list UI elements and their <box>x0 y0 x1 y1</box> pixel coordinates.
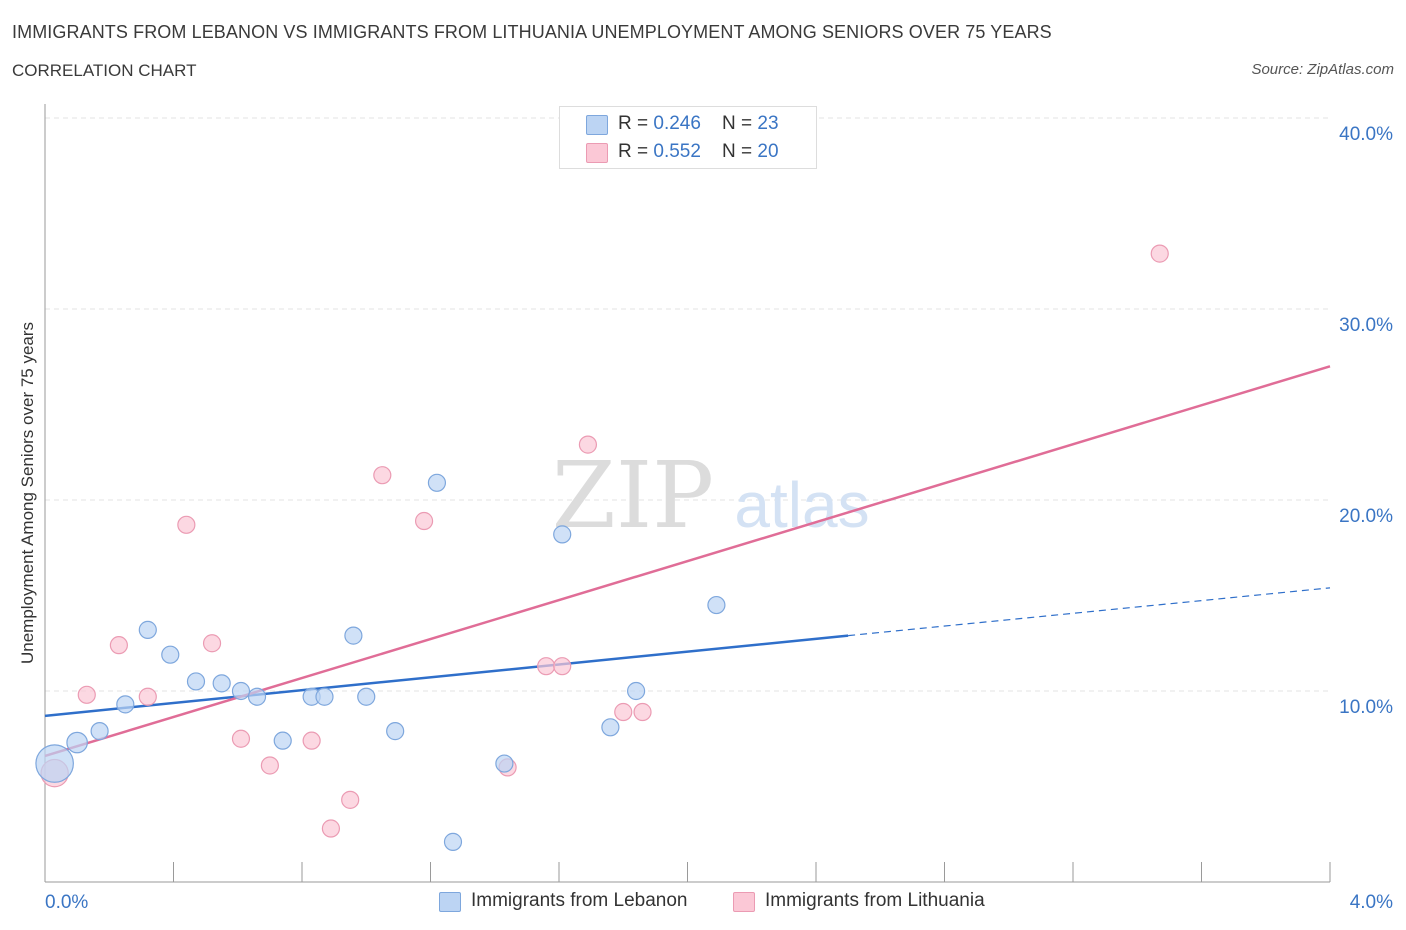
watermark-zip: ZIP <box>552 442 714 549</box>
y-tick-label: 40.0% <box>1339 124 1393 145</box>
point-lebanon <box>161 645 180 664</box>
y-tick-label: 20.0% <box>1339 506 1393 527</box>
point-lithuania <box>414 511 434 531</box>
trend-line-lebanon <box>44 634 849 718</box>
x-tick-label: 0.0% <box>45 892 88 913</box>
point-lebanon <box>495 754 514 773</box>
point-lebanon <box>247 687 267 706</box>
point-lebanon <box>357 687 376 706</box>
chart-subtitle: CORRELATION CHART <box>12 61 197 80</box>
point-lebanon <box>212 674 231 693</box>
legend-r-label: R = <box>618 113 654 134</box>
point-lithuania <box>373 466 392 485</box>
point-lebanon <box>707 595 726 615</box>
point-lithuania <box>614 702 633 722</box>
point-lithuania <box>537 657 556 676</box>
legend-n-label: N = <box>722 141 758 162</box>
point-lebanon <box>553 525 572 544</box>
point-lithuania <box>260 756 279 775</box>
trend-line-lebanon-extension <box>848 587 1331 637</box>
point-lithuania <box>553 657 572 676</box>
legend-swatch-lithuania <box>733 892 755 912</box>
legend-n-value: 23 <box>757 113 779 134</box>
point-lithuania <box>138 687 157 706</box>
legend-label-lebanon: Immigrants from Lebanon <box>471 890 688 911</box>
point-lithuania <box>578 435 598 454</box>
point-lebanon <box>138 620 157 639</box>
point-lebanon <box>386 722 405 741</box>
legend-swatch-lebanon <box>439 892 461 912</box>
point-lithuania <box>341 790 360 809</box>
legend-r-label: R = <box>618 141 654 162</box>
point-lithuania <box>109 636 128 655</box>
point-lithuania <box>633 702 652 722</box>
point-lebanon <box>231 681 251 701</box>
point-lithuania <box>202 634 222 653</box>
y-axis-label: Unemployment Among Seniors over 75 years <box>18 321 37 665</box>
point-lithuania <box>177 515 196 534</box>
point-lebanon <box>601 718 620 737</box>
point-lithuania <box>302 731 321 750</box>
legend-label-lithuania: Immigrants from Lithuania <box>765 890 985 911</box>
point-lebanon <box>186 672 206 691</box>
legend-n-value: 20 <box>757 141 779 162</box>
y-tick-label: 10.0% <box>1339 697 1393 718</box>
point-lebanon <box>315 687 334 706</box>
stats-legend: R = 0.246 N = 23 R = 0.552 N = 20 <box>559 106 817 169</box>
point-lithuania <box>77 685 96 704</box>
point-lebanon <box>443 832 463 851</box>
point-lithuania <box>231 729 251 748</box>
point-lebanon <box>116 695 135 714</box>
source-credit: Source: ZipAtlas.com <box>1251 61 1394 78</box>
x-tick-label: 4.0% <box>1350 892 1393 913</box>
chart-title: IMMIGRANTS FROM LEBANON VS IMMIGRANTS FR… <box>12 22 1052 42</box>
watermark-atlas: atlas <box>734 469 869 541</box>
point-lebanon <box>273 731 292 750</box>
legend-n-label: N = <box>722 113 758 134</box>
point-lebanon <box>344 626 363 645</box>
legend-swatch-lithuania <box>586 143 608 163</box>
point-lithuania <box>1150 244 1169 263</box>
legend-r-value: 0.552 <box>653 141 701 162</box>
legend-r-value: 0.246 <box>653 113 701 134</box>
legend-swatch-lebanon <box>586 115 608 135</box>
point-lebanon <box>66 731 88 754</box>
point-lebanon <box>626 681 646 701</box>
point-lebanon <box>90 722 109 741</box>
point-lebanon <box>35 744 74 783</box>
point-lebanon <box>427 473 447 492</box>
point-lithuania <box>321 819 341 838</box>
y-tick-label: 30.0% <box>1339 315 1393 336</box>
